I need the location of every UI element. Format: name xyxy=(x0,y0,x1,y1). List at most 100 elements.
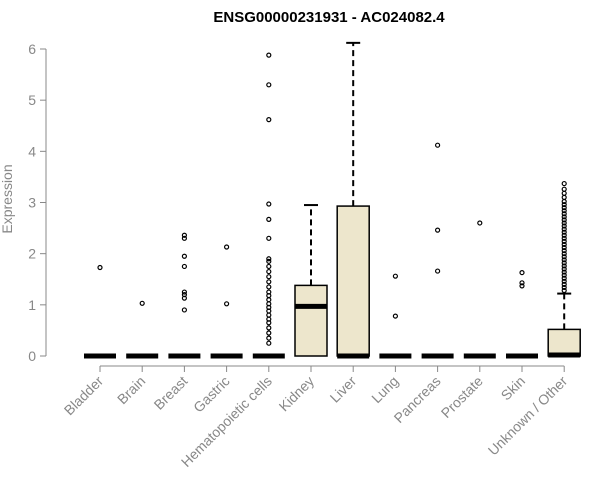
outlier-point xyxy=(561,208,567,214)
box-bladder xyxy=(84,264,116,359)
outlier-point xyxy=(561,235,567,241)
x-tick-label: Kidney xyxy=(276,373,318,415)
outlier-point xyxy=(266,235,272,241)
outlier-point xyxy=(435,268,441,274)
box-series xyxy=(84,41,581,359)
outlier-point xyxy=(561,241,567,248)
outlier-point xyxy=(561,190,567,196)
outlier-point xyxy=(266,297,272,303)
box-kidney xyxy=(294,204,328,357)
outlier-point xyxy=(435,227,441,233)
outlier-point xyxy=(266,82,272,88)
outlier-point xyxy=(561,232,567,238)
x-tick-label: Pancreas xyxy=(391,373,444,426)
outlier-point xyxy=(561,220,567,226)
outlier-point xyxy=(266,340,272,346)
outlier-point xyxy=(561,205,567,211)
outlier-point xyxy=(266,279,272,285)
outlier-point xyxy=(266,330,272,336)
outlier-point xyxy=(224,301,230,307)
box-lung xyxy=(379,273,412,359)
box-prostate xyxy=(463,220,496,359)
outlier-point xyxy=(561,238,567,244)
outlier-point xyxy=(561,229,567,235)
outlier-point xyxy=(139,300,145,306)
outlier-point xyxy=(561,254,567,260)
outlier-point xyxy=(561,275,567,281)
outlier-point xyxy=(561,201,567,208)
y-tick-label: 3 xyxy=(28,195,36,211)
outlier-point xyxy=(266,284,272,290)
outlier-point xyxy=(181,232,187,238)
outlier-point xyxy=(181,235,187,241)
box-gastric xyxy=(210,244,243,359)
outlier-point xyxy=(561,247,567,254)
outlier-point xyxy=(561,223,567,229)
y-tick-label: 5 xyxy=(28,92,36,108)
outlier-point xyxy=(561,214,567,220)
outlier-point xyxy=(181,307,187,313)
box-pancreas xyxy=(421,142,454,359)
y-tick-label: 2 xyxy=(28,246,36,262)
y-tick-label: 4 xyxy=(28,143,36,159)
x-tick-label: Unknown / Other xyxy=(485,373,571,459)
outlier-point xyxy=(561,266,567,272)
axes: 0 1 2 3 4 5 6 xyxy=(28,41,565,372)
outlier-point xyxy=(561,272,567,278)
outlier-point xyxy=(97,264,103,271)
outlier-point xyxy=(561,251,567,257)
x-tick-label: Breast xyxy=(151,373,191,413)
y-tick-label: 0 xyxy=(28,348,36,364)
outlier-point xyxy=(561,226,567,232)
box-unknown-other xyxy=(547,180,581,358)
outlier-point xyxy=(266,117,272,123)
outlier-point xyxy=(561,244,567,251)
y-axis-label: Expression xyxy=(0,164,15,233)
x-tick-label: Prostate xyxy=(438,373,486,421)
outlier-point xyxy=(266,274,272,280)
x-tick-label: Liver xyxy=(327,373,360,406)
box-skin xyxy=(506,269,538,359)
outlier-point xyxy=(266,52,272,58)
outlier-point xyxy=(266,325,272,331)
outlier-point xyxy=(561,186,567,192)
outlier-point xyxy=(392,313,398,319)
outlier-point xyxy=(561,211,567,217)
outlier-point xyxy=(561,287,567,294)
outlier-point xyxy=(181,289,187,295)
outlier-point xyxy=(561,263,567,269)
outlier-point xyxy=(561,281,567,287)
outlier-point xyxy=(561,269,567,275)
box-liver xyxy=(336,41,370,359)
y-tick-label: 1 xyxy=(28,297,36,313)
outlier-point xyxy=(561,260,567,266)
outlier-point xyxy=(519,283,525,289)
outlier-point xyxy=(561,284,567,291)
x-tick-label: Skin xyxy=(498,373,529,404)
x-tick-label: Bladder xyxy=(61,373,107,419)
box-brain xyxy=(126,300,159,359)
outlier-point xyxy=(561,257,567,263)
box-body xyxy=(336,205,370,357)
outlier-point xyxy=(561,194,567,200)
y-tick-label: 6 xyxy=(28,41,36,57)
outlier-point xyxy=(266,256,272,262)
outlier-point xyxy=(266,216,272,222)
box-body xyxy=(547,328,581,357)
outlier-point xyxy=(519,280,525,286)
outlier-point xyxy=(266,258,272,264)
outlier-point xyxy=(266,289,272,295)
outlier-point xyxy=(561,278,567,284)
outlier-point xyxy=(435,142,441,148)
outlier-point xyxy=(477,220,483,226)
x-tick-label: Lung xyxy=(368,373,401,406)
outlier-point xyxy=(266,312,272,318)
x-tick-label: Brain xyxy=(114,373,148,407)
outlier-point xyxy=(266,201,272,207)
outlier-point xyxy=(392,273,398,279)
outlier-point xyxy=(561,180,567,187)
outlier-point xyxy=(561,217,567,223)
outlier-point xyxy=(224,244,230,250)
